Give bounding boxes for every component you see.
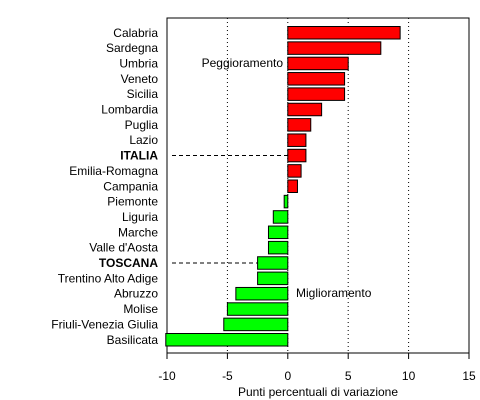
x-tick-label: 10 [402, 369, 416, 383]
bar-emilia-romagna [287, 164, 302, 178]
bar-molise [226, 302, 289, 316]
bar-valle-d-aosta [267, 240, 289, 255]
bar-lombardia [287, 102, 323, 117]
x-tick-label: -10 [158, 369, 176, 383]
bar-piemonte [283, 194, 289, 209]
category-label: Basilicata [107, 333, 159, 347]
x-tick-label: 0 [284, 369, 291, 383]
category-label: Campania [103, 179, 158, 193]
category-label: Liguria [122, 210, 158, 224]
bar-italia [287, 148, 307, 163]
bar-veneto [287, 72, 346, 86]
category-label: Piemonte [107, 195, 158, 209]
category-label: Marche [118, 225, 158, 239]
category-label: Sardegna [106, 41, 158, 55]
category-label: Valle d'Aosta [89, 241, 158, 255]
category-label: Puglia [125, 118, 159, 132]
bar-sicilia [287, 87, 346, 101]
x-axis: -10 -5 0 5 10 15 [158, 353, 476, 383]
bar-basilicata [165, 333, 289, 347]
bar-calabria [287, 26, 401, 40]
bar-lazio [287, 133, 307, 147]
bar-umbria [287, 56, 349, 71]
bar-toscana [257, 256, 289, 270]
category-label: ITALIA [120, 149, 158, 163]
annotation-miglioramento: Miglioramento [296, 286, 372, 300]
plot-frame [166, 17, 470, 354]
category-label: Emilia-Romagna [69, 164, 158, 178]
category-label: TOSCANA [99, 256, 158, 270]
x-tick-label: 5 [345, 369, 352, 383]
x-tick-label: -5 [222, 369, 233, 383]
category-label: Sicilia [127, 87, 159, 101]
category-label: Lombardia [101, 103, 158, 117]
category-label: Umbria [119, 56, 158, 70]
bar-sardegna [287, 41, 382, 55]
grid-lines [166, 17, 470, 354]
x-axis-title: Punti percentuali di variazione [238, 385, 398, 399]
category-label: Veneto [121, 72, 159, 86]
category-label: Trentino Alto Adige [58, 271, 159, 285]
bar-campania [287, 179, 298, 193]
x-tick-label: 15 [462, 369, 476, 383]
bar-puglia [287, 118, 312, 132]
category-label: Molise [123, 302, 158, 316]
bar-marche [267, 225, 289, 240]
category-label: Lazio [129, 133, 158, 147]
bars [165, 26, 401, 347]
leader-lines [172, 155, 288, 264]
category-label: Abruzzo [114, 287, 158, 301]
category-label: Calabria [113, 26, 158, 40]
bar-friuli-venezia-giulia [223, 317, 289, 332]
bar-liguria [272, 210, 289, 224]
annotation-peggioramento: Peggioramento [202, 56, 284, 70]
bar-trentino-alto-adige [257, 271, 289, 286]
category-label: Friuli-Venezia Giulia [51, 317, 158, 331]
bar-abruzzo [235, 286, 289, 301]
